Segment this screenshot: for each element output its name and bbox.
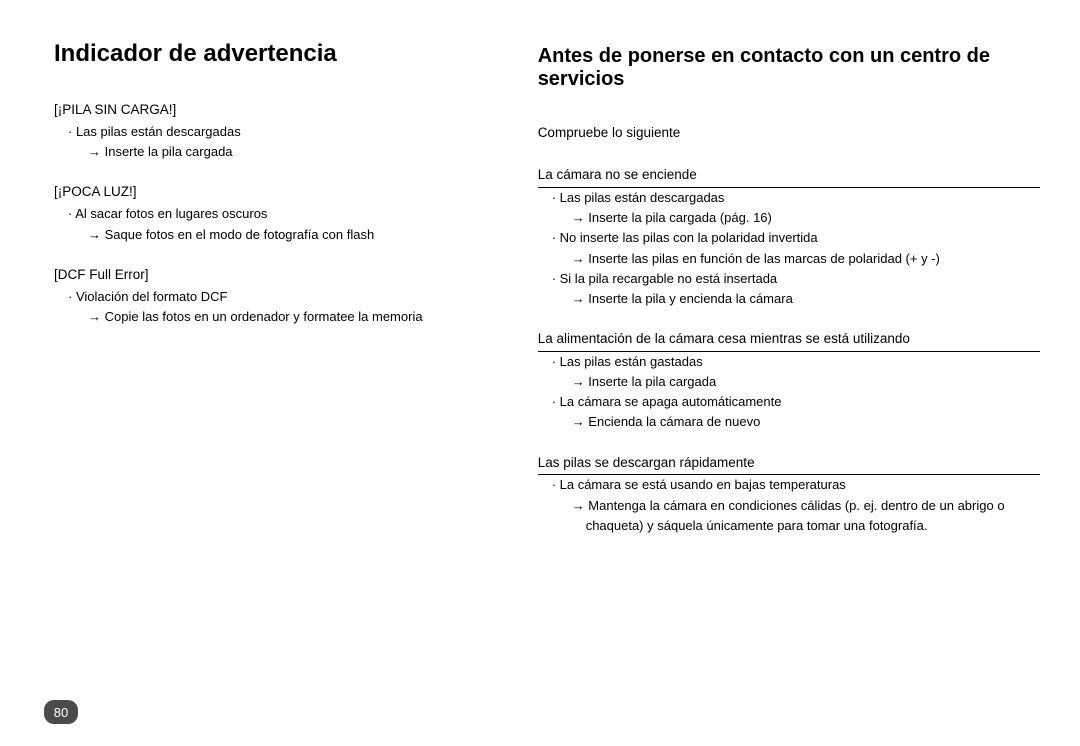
right-intro: Compruebe lo siguiente bbox=[538, 123, 1040, 143]
body-line: → Inserte la pila y encienda la cámara bbox=[538, 289, 1040, 309]
body-line: · Las pilas están gastadas bbox=[538, 352, 1040, 372]
manual-page: Indicador de advertencia [¡PILA SIN CARG… bbox=[0, 0, 1080, 746]
body-line: · Las pilas están descargadas bbox=[538, 188, 1040, 208]
body-line: · Si la pila recargable no está insertad… bbox=[538, 269, 1040, 289]
left-column: Indicador de advertencia [¡PILA SIN CARG… bbox=[54, 40, 538, 726]
right-column: Antes de ponerse en contacto con un cent… bbox=[538, 40, 1040, 726]
body-line: → Saque fotos en el modo de fotografía c… bbox=[54, 225, 518, 245]
left-section-head: [¡PILA SIN CARGA!] bbox=[54, 100, 518, 120]
body-line: → Encienda la cámara de nuevo bbox=[538, 412, 1040, 432]
body-line: → Inserte la pila cargada bbox=[54, 142, 518, 162]
page-number-badge: 80 bbox=[44, 700, 78, 724]
body-line: · La cámara se está usando en bajas temp… bbox=[538, 475, 1040, 495]
left-section-head: [¡POCA LUZ!] bbox=[54, 182, 518, 202]
right-title: Antes de ponerse en contacto con un cent… bbox=[538, 45, 1040, 91]
right-subhead: La cámara no se enciende bbox=[538, 165, 1040, 188]
body-line: · Las pilas están descargadas bbox=[54, 122, 518, 142]
right-subhead: La alimentación de la cámara cesa mientr… bbox=[538, 329, 1040, 352]
body-line: → Copie las fotos en un ordenador y form… bbox=[54, 307, 518, 327]
body-line: · Al sacar fotos en lugares oscuros bbox=[54, 204, 518, 224]
body-line: chaqueta) y sáquela únicamente para toma… bbox=[538, 516, 1040, 536]
body-line: · La cámara se apaga automáticamente bbox=[538, 392, 1040, 412]
body-line: · No inserte las pilas con la polaridad … bbox=[538, 228, 1040, 248]
left-section-head: [DCF Full Error] bbox=[54, 265, 518, 285]
body-line: → Inserte la pila cargada (pág. 16) bbox=[538, 208, 1040, 228]
body-line: → Inserte las pilas en función de las ma… bbox=[538, 249, 1040, 269]
body-line: → Mantenga la cámara en condiciones cáli… bbox=[538, 496, 1040, 516]
right-subhead: Las pilas se descargan rápidamente bbox=[538, 453, 1040, 476]
body-line: → Inserte la pila cargada bbox=[538, 372, 1040, 392]
body-line: · Violación del formato DCF bbox=[54, 287, 518, 307]
left-title: Indicador de advertencia bbox=[54, 40, 518, 68]
